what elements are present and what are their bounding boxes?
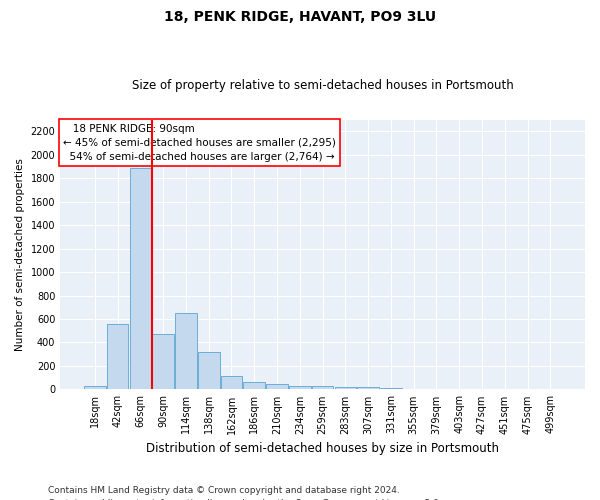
Bar <box>403 389 424 390</box>
Bar <box>266 384 288 390</box>
Text: Contains public sector information licensed under the Open Government Licence v3: Contains public sector information licen… <box>48 498 442 500</box>
Bar <box>289 386 311 390</box>
Bar <box>84 386 106 390</box>
Title: Size of property relative to semi-detached houses in Portsmouth: Size of property relative to semi-detach… <box>132 79 514 92</box>
Text: 18, PENK RIDGE, HAVANT, PO9 3LU: 18, PENK RIDGE, HAVANT, PO9 3LU <box>164 10 436 24</box>
Bar <box>312 386 334 390</box>
Text: Contains HM Land Registry data © Crown copyright and database right 2024.: Contains HM Land Registry data © Crown c… <box>48 486 400 495</box>
Bar <box>152 334 174 390</box>
Bar <box>335 387 356 390</box>
Bar <box>221 376 242 390</box>
Y-axis label: Number of semi-detached properties: Number of semi-detached properties <box>15 158 25 351</box>
X-axis label: Distribution of semi-detached houses by size in Portsmouth: Distribution of semi-detached houses by … <box>146 442 499 455</box>
Bar <box>358 388 379 390</box>
Bar <box>244 382 265 390</box>
Bar <box>175 313 197 390</box>
Bar <box>107 324 128 390</box>
Text: 18 PENK RIDGE: 90sqm
← 45% of semi-detached houses are smaller (2,295)
  54% of : 18 PENK RIDGE: 90sqm ← 45% of semi-detac… <box>63 124 335 162</box>
Bar <box>380 388 402 390</box>
Bar <box>130 168 151 390</box>
Bar <box>198 352 220 390</box>
